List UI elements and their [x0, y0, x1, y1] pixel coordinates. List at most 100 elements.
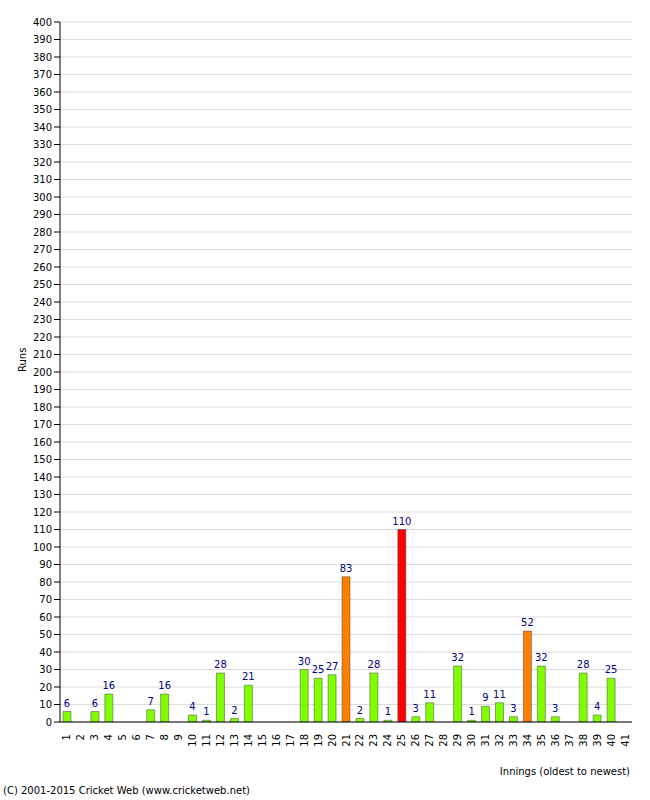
svg-text:10: 10	[187, 734, 198, 747]
svg-text:19: 19	[313, 734, 324, 747]
svg-text:6: 6	[131, 734, 142, 740]
svg-text:4: 4	[103, 734, 114, 740]
svg-text:21: 21	[242, 671, 255, 682]
svg-text:60: 60	[39, 612, 52, 623]
svg-text:4: 4	[189, 701, 195, 712]
svg-text:25: 25	[396, 734, 407, 747]
svg-text:21: 21	[341, 734, 352, 747]
svg-text:370: 370	[33, 69, 52, 80]
svg-text:300: 300	[33, 192, 52, 203]
svg-text:38: 38	[578, 734, 589, 747]
svg-text:2: 2	[75, 734, 86, 740]
svg-text:3: 3	[510, 703, 516, 714]
svg-text:110: 110	[392, 516, 411, 527]
svg-text:30: 30	[466, 734, 477, 747]
svg-text:9: 9	[482, 692, 488, 703]
svg-text:26: 26	[410, 734, 421, 747]
svg-text:50: 50	[39, 629, 52, 640]
svg-text:24: 24	[382, 734, 393, 747]
svg-text:220: 220	[33, 332, 52, 343]
svg-text:390: 390	[33, 34, 52, 45]
svg-text:3: 3	[552, 703, 558, 714]
svg-text:40: 40	[606, 734, 617, 747]
svg-text:28: 28	[214, 659, 227, 670]
svg-text:1: 1	[203, 706, 209, 717]
svg-text:400: 400	[33, 17, 52, 28]
svg-text:340: 340	[33, 122, 52, 133]
svg-text:30: 30	[39, 664, 52, 675]
svg-text:290: 290	[33, 209, 52, 220]
svg-text:180: 180	[33, 402, 52, 413]
svg-text:240: 240	[33, 297, 52, 308]
svg-text:20: 20	[39, 682, 52, 693]
svg-text:28: 28	[368, 659, 381, 670]
svg-text:32: 32	[451, 652, 464, 663]
svg-text:27: 27	[326, 661, 339, 672]
svg-text:2: 2	[231, 705, 237, 716]
svg-text:16: 16	[158, 680, 171, 691]
svg-text:230: 230	[33, 314, 52, 325]
svg-text:6: 6	[92, 698, 98, 709]
svg-text:36: 36	[550, 734, 561, 747]
svg-text:4: 4	[594, 701, 600, 712]
svg-text:7: 7	[145, 734, 156, 740]
svg-text:32: 32	[494, 734, 505, 747]
svg-text:11: 11	[493, 689, 506, 700]
svg-text:250: 250	[33, 279, 52, 290]
svg-text:28: 28	[577, 659, 590, 670]
svg-text:32: 32	[535, 652, 548, 663]
svg-text:120: 120	[33, 507, 52, 518]
svg-text:27: 27	[424, 734, 435, 747]
svg-text:8: 8	[159, 734, 170, 740]
svg-text:40: 40	[39, 647, 52, 658]
svg-text:1: 1	[385, 706, 391, 717]
svg-text:28: 28	[438, 734, 449, 747]
svg-text:110: 110	[33, 524, 52, 535]
svg-text:260: 260	[33, 262, 52, 273]
svg-text:3: 3	[413, 703, 419, 714]
svg-text:10: 10	[39, 699, 52, 710]
svg-text:31: 31	[480, 734, 491, 747]
svg-text:22: 22	[354, 734, 365, 747]
svg-text:35: 35	[536, 734, 547, 747]
svg-text:39: 39	[592, 734, 603, 747]
svg-text:330: 330	[33, 139, 52, 150]
svg-text:70: 70	[39, 594, 52, 605]
svg-text:0: 0	[46, 717, 52, 728]
svg-text:20: 20	[327, 734, 338, 747]
svg-text:190: 190	[33, 384, 52, 395]
svg-text:13: 13	[229, 734, 240, 747]
svg-text:320: 320	[33, 157, 52, 168]
svg-text:130: 130	[33, 489, 52, 500]
svg-text:100: 100	[33, 542, 52, 553]
svg-text:360: 360	[33, 87, 52, 98]
svg-text:29: 29	[452, 734, 463, 747]
svg-text:Runs: Runs	[17, 348, 28, 372]
svg-text:15: 15	[257, 734, 268, 747]
svg-text:25: 25	[605, 664, 618, 675]
svg-text:150: 150	[33, 454, 52, 465]
svg-text:83: 83	[340, 563, 353, 574]
svg-text:16: 16	[271, 734, 282, 747]
svg-text:33: 33	[508, 734, 519, 747]
svg-text:11: 11	[201, 734, 212, 747]
svg-text:270: 270	[33, 244, 52, 255]
svg-text:11: 11	[423, 689, 436, 700]
svg-text:3: 3	[89, 734, 100, 740]
svg-text:90: 90	[39, 559, 52, 570]
svg-text:200: 200	[33, 367, 52, 378]
svg-text:5: 5	[117, 734, 128, 740]
svg-text:9: 9	[173, 734, 184, 740]
svg-text:12: 12	[215, 734, 226, 747]
svg-text:210: 210	[33, 349, 52, 360]
svg-text:170: 170	[33, 419, 52, 430]
svg-text:310: 310	[33, 174, 52, 185]
svg-text:1: 1	[468, 706, 474, 717]
svg-text:16: 16	[102, 680, 115, 691]
svg-text:6: 6	[64, 698, 70, 709]
svg-text:34: 34	[522, 734, 533, 747]
svg-text:52: 52	[521, 617, 534, 628]
svg-text:2: 2	[357, 705, 363, 716]
svg-text:350: 350	[33, 104, 52, 115]
svg-text:17: 17	[285, 734, 296, 747]
